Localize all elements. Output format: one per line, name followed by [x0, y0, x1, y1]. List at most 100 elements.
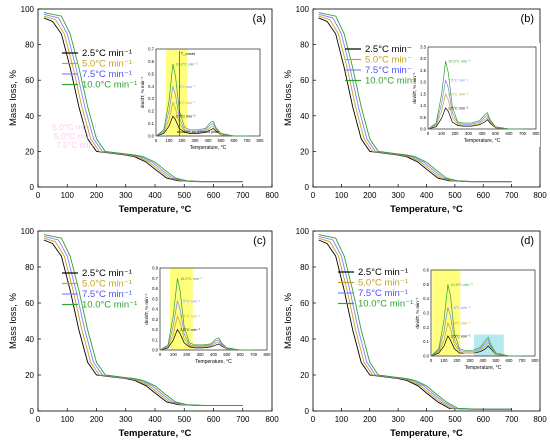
y-axis-title: Mass loss, %	[283, 69, 294, 126]
legend-entry: 10.0°C min⁻¹	[82, 80, 137, 91]
inset-y-tick-label: 0.1	[423, 339, 429, 344]
y-tick-label: 100	[21, 5, 35, 14]
inset-x-tick-label: 400	[205, 138, 213, 143]
legend-entry: 5.0°C min⁻¹	[82, 279, 132, 290]
inset-series-label: 2.5°C min⁻¹	[448, 106, 469, 110]
x-tick-label: 200	[90, 415, 104, 424]
inset-x-tick-label: 600	[506, 131, 514, 136]
panel-b: 0 100 200 300 400 500 600 700 800 0 20 40 60 80 100 Tem…	[283, 5, 547, 215]
ghost-legend-entry: 5.0°C min⁻¹	[54, 131, 99, 141]
x-tick-label: 700	[505, 415, 519, 424]
inset-x-tick-label: 100	[170, 352, 178, 357]
x-tick-label: 200	[363, 191, 377, 200]
inset-series-line-2	[159, 315, 254, 351]
inset-x-tick-label: 300	[197, 352, 205, 357]
inset-x-tick-label: 600	[506, 358, 514, 363]
inset-y-tick-label: 0.5	[423, 282, 429, 287]
inset-x-tick-label: 200	[183, 352, 191, 357]
y-tick-label: 0	[305, 183, 310, 192]
x-tick-label: 800	[533, 191, 547, 200]
panel-d: 0 100 200 300 400 500 600 700 800 0 20 40 60 80 100 Tem…	[283, 227, 547, 439]
inset-y-tick-label: 2.5	[420, 68, 426, 73]
legend-entry: 7.5°C min⁻¹	[82, 289, 132, 300]
inset-x-tick-label: 400	[480, 358, 488, 363]
ghost-legend-entry: 7.5°C min⁻¹	[56, 140, 101, 150]
y-tick-label: 0	[30, 183, 35, 192]
legend-entry: 2.5°C min⁻¹	[365, 44, 415, 55]
inset-series-label: 7.5°C min⁻¹	[180, 299, 201, 303]
y-tick-label: 0	[305, 407, 310, 416]
x-tick-label: 400	[148, 191, 162, 200]
y-tick-label: 20	[25, 147, 34, 156]
x-tick-label: 300	[119, 191, 133, 200]
x-tick-label: 600	[207, 415, 221, 424]
inset-series-label: 10.0°C min⁻¹	[448, 60, 471, 64]
legend-entry: 7.5°C min⁻¹	[82, 69, 132, 80]
inset-series-line-4	[159, 278, 254, 351]
y-tick-label: 60	[300, 76, 309, 85]
inset-x-tick-label: 500	[223, 352, 231, 357]
inset-chart: 10.0°C min⁻¹ 7.5°C min⁻¹ 5.0°C min⁻¹ 2.5°C …	[144, 264, 271, 368]
inset-chart: 10.0°C min⁻¹ 7.5°C min⁻¹ 5.0°C min⁻¹ 2.5°C …	[412, 43, 540, 147]
inset-series-label: 7.5°C min⁻¹	[451, 306, 472, 310]
x-tick-label: 700	[236, 191, 250, 200]
y-tick-label: 60	[25, 76, 34, 85]
x-tick-label: 200	[363, 415, 377, 424]
x-axis-title: Temperature, °C	[390, 204, 463, 215]
inset-x-tick-label: 300	[465, 131, 473, 136]
inset-chart: 10.0°C min⁻¹ 7.5°C min⁻¹ 5.0°C min⁻¹ 2.5°C …	[140, 45, 264, 154]
inset-x-tick-label: 100	[438, 131, 446, 136]
inset-y-tick-label: 0.2	[423, 325, 429, 330]
x-tick-label: 400	[148, 415, 162, 424]
x-tick-label: 800	[533, 415, 547, 424]
y-tick-label: 20	[300, 147, 309, 156]
inset-y-tick-label: 0.0	[152, 348, 158, 353]
inset-x-tick-label: 200	[179, 138, 187, 143]
inset-highlight-band	[170, 268, 193, 350]
y-tick-label: 20	[25, 371, 34, 380]
ghost-legend-entry: 5.0°C min⁻¹	[52, 122, 97, 132]
inset-series-label: 5.0°C min⁻¹	[180, 315, 201, 319]
x-tick-label: 0	[311, 191, 316, 200]
inset-x-tick-label: 200	[452, 131, 460, 136]
inset-y-tick-label: 0.5	[148, 71, 154, 76]
x-tick-label: 700	[505, 191, 519, 200]
inset-series-line-1	[427, 107, 523, 130]
inset-series-line-4	[155, 63, 247, 137]
x-tick-label: 100	[335, 415, 349, 424]
inset-y-tick-label: 0.2	[152, 327, 158, 332]
x-tick-label: 500	[178, 191, 192, 200]
x-tick-label: 300	[391, 191, 405, 200]
inset-y-axis-title: dm/dT, % min⁻¹	[144, 293, 149, 325]
y-tick-label: 40	[300, 335, 309, 344]
inset-series-label: 10.0°C min⁻¹	[180, 277, 203, 281]
x-tick-label: 700	[236, 415, 250, 424]
inset-y-tick-label: 0.4	[148, 84, 154, 89]
legend-entry: 5.0°C min⁻¹	[365, 55, 415, 66]
inset-chart: 10.0°C min⁻¹ 7.5°C min⁻¹ 5.0°C min⁻¹ 2.5°C …	[415, 266, 539, 374]
y-tick-label: 60	[25, 299, 34, 308]
inset-series-line-1	[155, 115, 247, 137]
y-tick-label: 80	[300, 41, 309, 50]
inset-y-tick-label: 0.8	[152, 266, 158, 271]
inset-series-line-4	[427, 61, 523, 130]
inset-series-line-2	[427, 92, 523, 130]
inset-series-line-2	[430, 321, 522, 357]
inset-y-tick-label: 1.5	[420, 91, 426, 96]
x-tick-label: 300	[119, 415, 133, 424]
panel-a: 0 100 200 300 400 500 600 700 800 0 20 40 60 80 100 Tem…	[8, 5, 279, 215]
inset-x-tick-label: 0	[430, 358, 433, 363]
inset-x-tick-label: 100	[441, 358, 449, 363]
inset-series-line-1	[159, 328, 254, 351]
inset-y-tick-label: 0.7	[152, 276, 158, 281]
inset-x-tick-label: 0	[155, 138, 158, 143]
inset-series-line-3	[430, 307, 522, 357]
inset-series-label: 5.0°C min⁻¹	[448, 92, 469, 96]
inset-series-label: 2.5°C min⁻¹	[180, 328, 201, 332]
inset-y-tick-label: 2.0	[420, 80, 426, 85]
inset-y-axis-title: dm/dT, % min⁻¹	[140, 76, 145, 108]
y-tick-label: 40	[25, 112, 34, 121]
inset-y-tick-label: 0.5	[420, 115, 426, 120]
legend-entry: 2.5°C min⁻¹	[82, 48, 132, 59]
inset-x-tick-label: 400	[479, 131, 487, 136]
